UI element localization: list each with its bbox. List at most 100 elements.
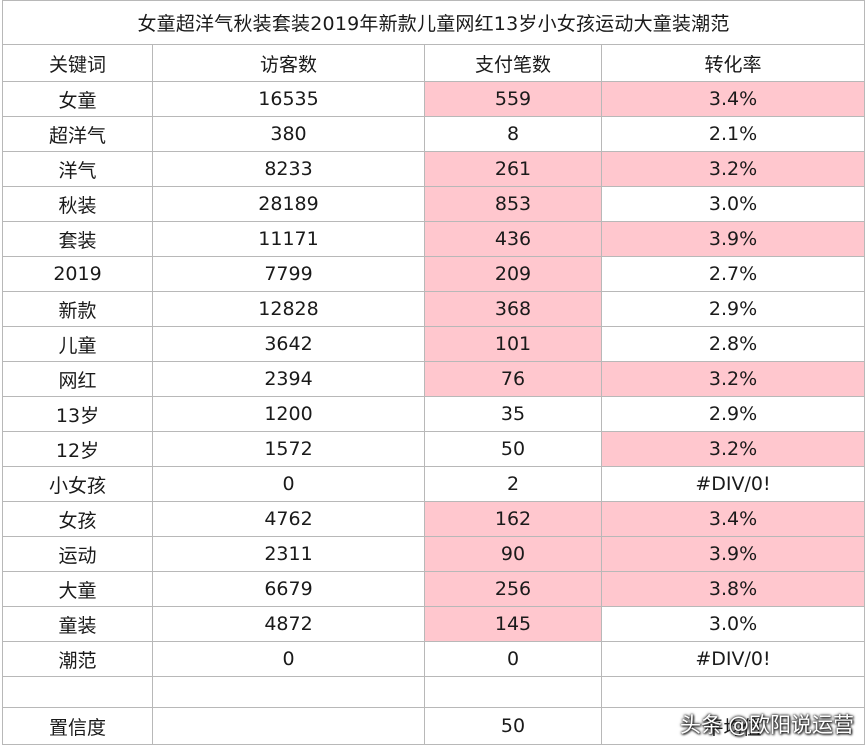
cell-payments: 8 bbox=[424, 116, 602, 152]
cell-keyword: 大童 bbox=[2, 571, 153, 607]
column-header-payments: 支付笔数 bbox=[424, 44, 602, 82]
cell-keyword: 潮范 bbox=[2, 641, 153, 677]
cell-payments: 101 bbox=[424, 326, 602, 362]
footer-payments: 50 bbox=[424, 707, 602, 745]
empty-cell bbox=[152, 676, 425, 708]
cell-payments: 76 bbox=[424, 361, 602, 397]
cell-visitors: 380 bbox=[152, 116, 425, 152]
cell-keyword: 童装 bbox=[2, 606, 153, 642]
cell-keyword: 女孩 bbox=[2, 501, 153, 537]
cell-payments: 368 bbox=[424, 291, 602, 327]
table-row: 2019 7799 209 2.7% bbox=[2, 256, 866, 292]
cell-visitors: 4762 bbox=[152, 501, 425, 537]
table-row: 秋装 28189 853 3.0% bbox=[2, 186, 866, 222]
table-row: 小女孩 0 2 #DIV/0! bbox=[2, 466, 866, 502]
cell-visitors: 7799 bbox=[152, 256, 425, 292]
cell-visitors: 2311 bbox=[152, 536, 425, 572]
cell-visitors: 11171 bbox=[152, 221, 425, 257]
cell-keyword: 新款 bbox=[2, 291, 153, 327]
cell-rate: 2.8% bbox=[600, 326, 866, 362]
cell-keyword: 儿童 bbox=[2, 326, 153, 362]
cell-payments: 256 bbox=[424, 571, 602, 607]
table-row: 套装 11171 436 3.9% bbox=[2, 221, 866, 257]
empty-row bbox=[2, 676, 866, 708]
watermark-handle: @欧阳说运营 bbox=[728, 713, 854, 737]
table-row: 儿童 3642 101 2.8% bbox=[2, 326, 866, 362]
cell-payments: 209 bbox=[424, 256, 602, 292]
cell-rate: 3.4% bbox=[600, 501, 866, 537]
watermark-source: 头条 bbox=[680, 713, 722, 737]
table-row: 潮范 0 0 #DIV/0! bbox=[2, 641, 866, 677]
cell-rate: 2.1% bbox=[600, 116, 866, 152]
cell-visitors: 16535 bbox=[152, 81, 425, 117]
cell-visitors: 1200 bbox=[152, 396, 425, 432]
table-row: 大童 6679 256 3.8% bbox=[2, 571, 866, 607]
cell-rate: 3.0% bbox=[600, 606, 866, 642]
cell-payments: 436 bbox=[424, 221, 602, 257]
cell-payments: 145 bbox=[424, 606, 602, 642]
cell-rate: #DIV/0! bbox=[600, 641, 866, 677]
cell-rate: 3.4% bbox=[600, 81, 866, 117]
cell-payments: 35 bbox=[424, 396, 602, 432]
cell-visitors: 12828 bbox=[152, 291, 425, 327]
table-title: 女童超洋气秋装套装2019年新款儿童网红13岁小女孩运动大童装潮范 bbox=[1, 0, 866, 45]
cell-visitors: 2394 bbox=[152, 361, 425, 397]
cell-payments: 0 bbox=[424, 641, 602, 677]
cell-visitors: 3642 bbox=[152, 326, 425, 362]
cell-rate: 2.9% bbox=[600, 396, 866, 432]
cell-keyword: 网红 bbox=[2, 361, 153, 397]
table-row: 13岁 1200 35 2.9% bbox=[2, 396, 866, 432]
table-row: 网红 2394 76 3.2% bbox=[2, 361, 866, 397]
table-row: 超洋气 380 8 2.1% bbox=[2, 116, 866, 152]
cell-visitors: 0 bbox=[152, 466, 425, 502]
cell-keyword: 运动 bbox=[2, 536, 153, 572]
cell-rate: #DIV/0! bbox=[600, 466, 866, 502]
watermark: 头条 @欧阳说运营 bbox=[680, 709, 854, 739]
cell-keyword: 小女孩 bbox=[2, 466, 153, 502]
table-row: 12岁 1572 50 3.2% bbox=[2, 431, 866, 467]
cell-visitors: 8233 bbox=[152, 151, 425, 187]
cell-payments: 162 bbox=[424, 501, 602, 537]
cell-keyword: 13岁 bbox=[2, 396, 153, 432]
cell-payments: 559 bbox=[424, 81, 602, 117]
cell-rate: 3.2% bbox=[600, 361, 866, 397]
title-row: 女童超洋气秋装套装2019年新款儿童网红13岁小女孩运动大童装潮范 bbox=[1, 0, 866, 45]
footer-label: 置信度 bbox=[2, 707, 153, 745]
cell-payments: 853 bbox=[424, 186, 602, 222]
cell-rate: 3.2% bbox=[600, 431, 866, 467]
cell-rate: 3.9% bbox=[600, 221, 866, 257]
cell-payments: 90 bbox=[424, 536, 602, 572]
cell-visitors: 28189 bbox=[152, 186, 425, 222]
table-row: 新款 12828 368 2.9% bbox=[2, 291, 866, 327]
cell-rate: 3.8% bbox=[600, 571, 866, 607]
table-row: 运动 2311 90 3.9% bbox=[2, 536, 866, 572]
empty-cell bbox=[2, 676, 153, 708]
header-row: 关键词 访客数 支付笔数 转化率 bbox=[2, 44, 866, 82]
cell-rate: 3.9% bbox=[600, 536, 866, 572]
cell-keyword: 12岁 bbox=[2, 431, 153, 467]
cell-keyword: 秋装 bbox=[2, 186, 153, 222]
cell-payments: 2 bbox=[424, 466, 602, 502]
cell-keyword: 2019 bbox=[2, 256, 153, 292]
cell-visitors: 6679 bbox=[152, 571, 425, 607]
table-row: 童装 4872 145 3.0% bbox=[2, 606, 866, 642]
cell-rate: 2.9% bbox=[600, 291, 866, 327]
cell-visitors: 4872 bbox=[152, 606, 425, 642]
column-header-keyword: 关键词 bbox=[2, 44, 153, 82]
footer-visitors bbox=[152, 707, 425, 745]
table-row: 女童 16535 559 3.4% bbox=[2, 81, 866, 117]
cell-rate: 3.0% bbox=[600, 186, 866, 222]
empty-cell bbox=[424, 676, 602, 708]
cell-keyword: 女童 bbox=[2, 81, 153, 117]
column-header-rate: 转化率 bbox=[600, 44, 866, 82]
table-row: 洋气 8233 261 3.2% bbox=[2, 151, 866, 187]
cell-keyword: 超洋气 bbox=[2, 116, 153, 152]
cell-keyword: 套装 bbox=[2, 221, 153, 257]
empty-cell bbox=[600, 676, 866, 708]
cell-visitors: 0 bbox=[152, 641, 425, 677]
table-row: 女孩 4762 162 3.4% bbox=[2, 501, 866, 537]
cell-payments: 261 bbox=[424, 151, 602, 187]
cell-rate: 3.2% bbox=[600, 151, 866, 187]
